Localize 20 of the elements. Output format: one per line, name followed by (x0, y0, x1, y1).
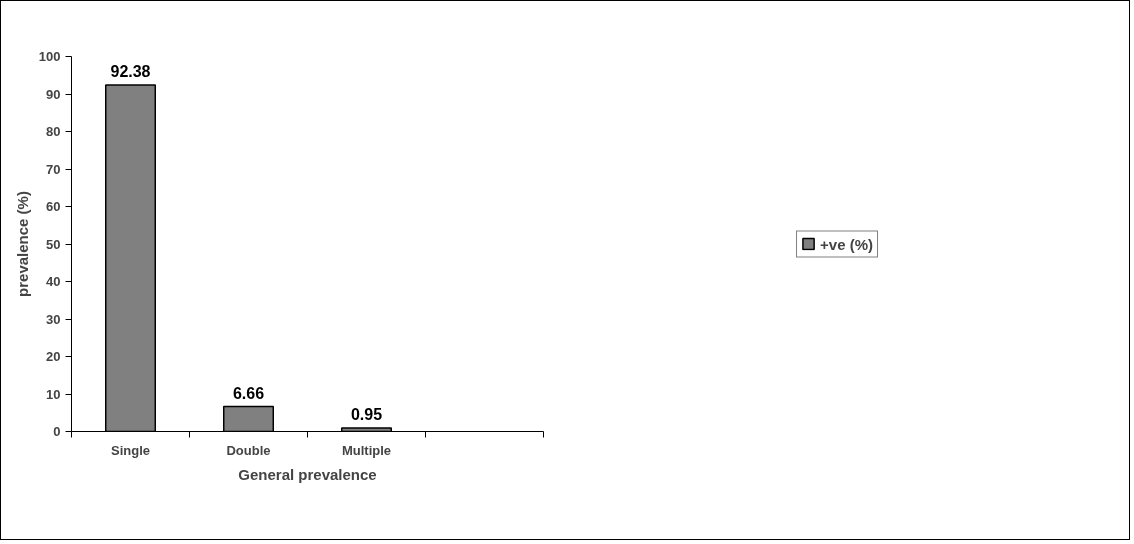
data-label: 6.66 (232, 384, 265, 402)
x-tick-label: Multiple (341, 442, 392, 458)
y-tick-label: 70 (46, 161, 61, 177)
data-label: 92.38 (110, 63, 151, 81)
x-tick-label: Double (226, 442, 271, 458)
legend-label: +ve (%) (820, 235, 873, 252)
y-tick-label: 90 (46, 86, 61, 102)
data-label: 0.95 (350, 405, 383, 423)
y-tick-label: 50 (46, 236, 61, 252)
y-tick-label: 20 (46, 349, 61, 364)
y-axis-title: prevalence (%) (13, 191, 31, 297)
x-tick-label: Single (111, 442, 151, 458)
y-tick-label: 80 (46, 124, 61, 139)
y-tick-label: 60 (46, 199, 61, 214)
y-tick-label: 0 (53, 424, 61, 439)
x-axis-title: General prevalence (238, 465, 377, 483)
y-tick-label: 30 (46, 311, 61, 327)
y-tick-label: 40 (46, 274, 61, 289)
y-tick-label: 10 (46, 386, 61, 402)
y-tick-label: 100 (38, 49, 61, 64)
